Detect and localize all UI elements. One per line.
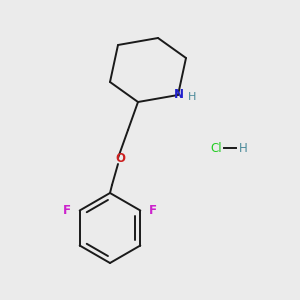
- Text: H: H: [239, 142, 248, 154]
- Text: N: N: [174, 88, 184, 101]
- Text: F: F: [149, 204, 157, 217]
- Text: F: F: [63, 204, 71, 217]
- Text: H: H: [188, 92, 196, 102]
- Text: O: O: [115, 152, 125, 164]
- Text: Cl: Cl: [210, 142, 222, 154]
